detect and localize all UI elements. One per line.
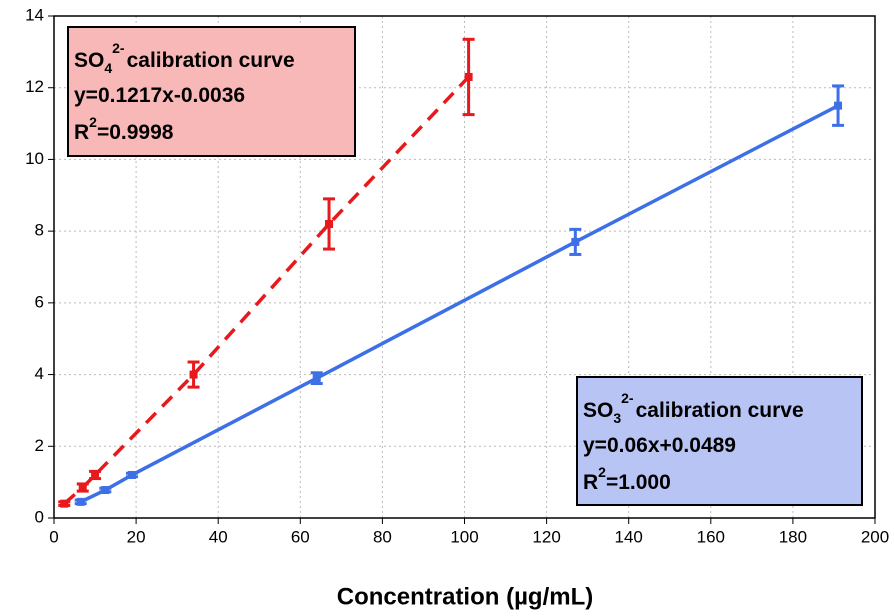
x-tick-label: 80: [373, 527, 392, 546]
point: [571, 237, 580, 246]
x-tick-label: 0: [49, 527, 58, 546]
x-tick-label: 200: [861, 527, 889, 546]
x-axis-label: Concentration (µg/mL): [337, 583, 593, 610]
subscript: 4: [104, 60, 112, 76]
annotation-title: SO32-calibration curve: [583, 390, 804, 426]
charge: 2-: [112, 40, 125, 56]
x-tick-label: 40: [209, 527, 228, 546]
x-tick-label: 20: [127, 527, 146, 546]
charge: 2-: [621, 390, 634, 406]
point: [189, 370, 198, 379]
annotation-r2: R2=0.9998: [74, 114, 174, 144]
r: R: [583, 471, 598, 494]
species: SO: [74, 49, 104, 72]
subscript: 3: [613, 410, 621, 426]
y-tick-label: 6: [35, 292, 44, 311]
r-sup: 2: [89, 114, 97, 130]
point: [834, 101, 843, 110]
annotation-equation: y=0.06x+0.0489: [583, 434, 736, 457]
point: [464, 72, 473, 81]
annotation-box: [67, 26, 356, 157]
point: [101, 486, 110, 495]
annotation-box: [576, 376, 863, 506]
annotation-equation: y=0.1217x-0.0036: [74, 84, 245, 107]
r-sup: 2: [598, 464, 606, 480]
x-tick-label: 160: [697, 527, 725, 546]
y-tick-label: 4: [35, 364, 44, 383]
r: R: [74, 121, 89, 144]
point: [127, 470, 136, 479]
y-tick-label: 8: [35, 221, 44, 240]
annotation-title: SO42-calibration curve: [74, 40, 295, 76]
x-tick-label: 180: [779, 527, 807, 546]
r-value: =0.9998: [97, 121, 174, 144]
point: [78, 483, 87, 492]
label: calibration curve: [127, 49, 295, 72]
x-tick-label: 60: [291, 527, 310, 546]
point: [76, 497, 85, 506]
x-tick-label: 100: [450, 527, 478, 546]
fit-line: [63, 75, 470, 505]
r-value: =1.000: [606, 471, 671, 494]
point: [312, 374, 321, 383]
x-tick-label: 140: [615, 527, 643, 546]
label: calibration curve: [636, 399, 804, 422]
y-tick-label: 14: [25, 5, 44, 24]
x-tick-label: 120: [532, 527, 560, 546]
species: SO: [583, 399, 613, 422]
y-tick-label: 10: [25, 149, 44, 168]
plot-frame: [53, 15, 876, 519]
point: [60, 499, 69, 508]
y-tick-label: 2: [35, 436, 44, 455]
point: [325, 219, 334, 228]
point: [91, 470, 100, 479]
annotation-r2: R2=1.000: [583, 464, 671, 494]
y-tick-label: 0: [35, 507, 44, 526]
y-tick-label: 12: [25, 77, 44, 96]
